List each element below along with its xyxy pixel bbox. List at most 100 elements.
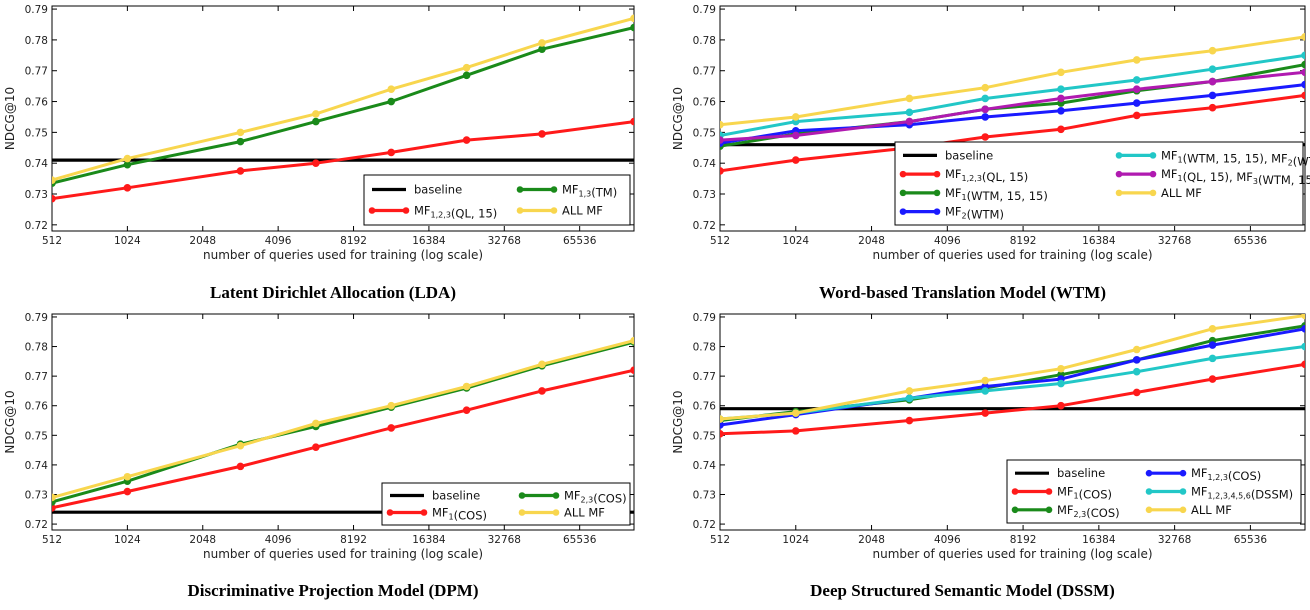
series-line-3 [720, 83, 1305, 145]
data-point [791, 113, 800, 121]
data-point [1208, 91, 1217, 100]
y-tick-label: 0.79 [25, 4, 48, 16]
legend-item-2: MF1,3(TM) [516, 183, 617, 200]
legend-label: MF1(COS) [1057, 485, 1112, 502]
series-line-1 [52, 120, 634, 201]
legend-label: MF1(COS) [432, 506, 487, 523]
data-point [1208, 375, 1217, 383]
data-point [630, 23, 634, 32]
legend-item-0: baseline [372, 183, 462, 197]
chart-panel-1: 0.72 0.73 0.74 0.75 0.76 0.77 0.78 0.79 512 1024 2… [671, 4, 1310, 302]
series-line-1 [720, 362, 1305, 436]
data-point [387, 401, 396, 410]
legend-marker [550, 186, 558, 193]
data-point [1132, 85, 1141, 94]
data-point [981, 83, 990, 92]
legend-label: baseline [1057, 466, 1105, 480]
data-point [905, 94, 914, 103]
legend-item-1: MF1(COS) [386, 506, 487, 523]
legend-label: MF1(WTM, 15, 15) [945, 186, 1048, 203]
data-point [236, 462, 245, 471]
data-point [236, 137, 245, 146]
x-axis-label: number of queries used for training (log… [203, 248, 483, 262]
data-point [1208, 77, 1217, 86]
x-tick-label: 4096 [934, 235, 961, 247]
x-tick-label: 1024 [782, 534, 809, 546]
y-tick-label: 0.76 [693, 97, 717, 109]
x-tick-label: 65536 [1234, 235, 1268, 247]
legend-label: baseline [945, 148, 993, 162]
legend-marker [386, 509, 394, 516]
x-tick-label: 8192 [340, 235, 367, 247]
data-point [462, 63, 471, 72]
series-line-1 [52, 368, 634, 510]
legend-marker [550, 207, 558, 214]
y-tick-label: 0.75 [693, 127, 716, 139]
data-point [123, 184, 132, 192]
panel-caption: Deep Structured Semantic Model (DSSM) [810, 581, 1115, 600]
legend-item-3: MF1,2,3(COS) [1145, 466, 1261, 483]
data-point [312, 159, 320, 167]
x-tick-label: 1024 [114, 534, 141, 546]
legend-label: MF2,3(COS) [1057, 503, 1120, 520]
data-point [905, 117, 914, 126]
y-axis-label: NDCG@10 [671, 390, 685, 453]
y-tick-label: 0.78 [693, 342, 716, 354]
series-line-1 [720, 93, 1305, 173]
data-point [720, 120, 724, 129]
legend-marker [899, 189, 907, 197]
data-point [1057, 85, 1065, 94]
series-line-6 [720, 35, 1305, 127]
series-layer [52, 336, 634, 514]
x-tick-label: 512 [710, 235, 730, 247]
legend-marker [1115, 189, 1123, 197]
data-point [981, 376, 990, 385]
series-line-5 [720, 70, 1305, 142]
y-tick-label: 0.73 [25, 489, 48, 501]
y-tick-label: 0.72 [25, 519, 48, 531]
data-point [1132, 345, 1141, 354]
data-point [312, 110, 320, 118]
data-point [462, 406, 471, 414]
data-point [1208, 46, 1217, 55]
data-point [312, 443, 320, 451]
x-tick-label: 2048 [189, 235, 216, 247]
data-point [630, 117, 634, 126]
chart-panel-0: 0.72 0.73 0.74 0.75 0.76 0.77 0.78 0.79 512 1024 2… [3, 4, 635, 302]
y-tick-label: 0.74 [25, 460, 49, 472]
data-point [538, 39, 546, 47]
y-tick-label: 0.79 [25, 312, 48, 324]
data-point [791, 131, 800, 140]
legend-marker [1115, 170, 1123, 178]
legend-label: MF1,2,3,4,5,6(DSSM) [1191, 485, 1293, 502]
data-point [236, 441, 245, 450]
legend-marker [1179, 506, 1187, 514]
x-tick-label: 4096 [265, 235, 292, 247]
legend-marker [420, 509, 428, 516]
data-point [791, 156, 800, 164]
y-tick-label: 0.78 [25, 342, 48, 354]
data-point [905, 387, 914, 395]
x-tick-label: 4096 [934, 534, 961, 546]
data-point [1057, 106, 1065, 115]
data-point [981, 113, 990, 121]
y-tick-label: 0.78 [25, 35, 48, 47]
x-tick-label: 1024 [782, 235, 809, 247]
data-point [981, 133, 990, 141]
data-point [1132, 356, 1141, 364]
x-tick-label: 8192 [1010, 235, 1037, 247]
legend-item-1: MF1,2,3(QL, 15) [899, 167, 1028, 184]
data-point [1301, 33, 1305, 41]
legend-marker [518, 509, 526, 516]
data-point [981, 409, 990, 417]
data-point [1057, 94, 1065, 103]
data-point [387, 424, 396, 432]
series-layer [720, 314, 1305, 438]
legend-marker [1145, 506, 1153, 514]
data-point [905, 394, 914, 403]
legend-item-0: baseline [903, 148, 993, 162]
series-line-2 [52, 26, 634, 185]
data-point [1132, 367, 1141, 376]
x-tick-label: 8192 [1010, 534, 1037, 546]
legend-marker [552, 509, 560, 516]
